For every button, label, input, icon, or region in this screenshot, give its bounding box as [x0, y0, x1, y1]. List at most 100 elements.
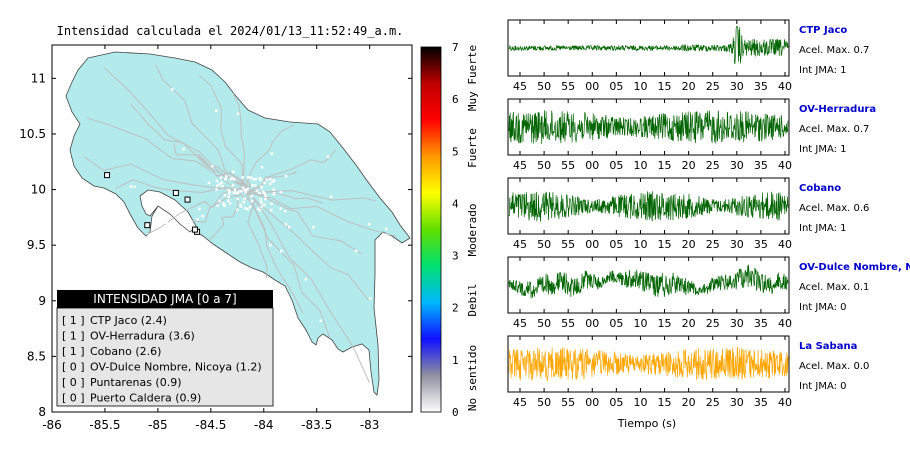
- town-dot: [262, 190, 265, 194]
- waveform-xtick-label: 10: [633, 317, 647, 330]
- town-dot: [227, 188, 230, 192]
- waveform-xtick-label: 40: [778, 80, 792, 93]
- waveform-xtick-label: 10: [633, 80, 647, 93]
- town-dot: [198, 207, 201, 211]
- colorbar-tick-label: 4: [452, 197, 459, 210]
- legend-title: INTENSIDAD JMA [0 a 7]: [93, 292, 236, 306]
- waveform-xtick-label: 15: [658, 238, 672, 251]
- town-dot: [232, 170, 235, 174]
- town-dot: [246, 188, 249, 191]
- waveform-xtick-label: 45: [513, 80, 527, 93]
- station-marker: [104, 172, 111, 179]
- colorbar-tick-label: 2: [452, 302, 459, 315]
- town-dot: [255, 189, 259, 192]
- waveform-acel-label: Acel. Max. 0.0: [799, 361, 869, 372]
- town-dot: [263, 181, 266, 185]
- town-dot: [225, 175, 228, 178]
- map-xtick-label: -86: [42, 418, 62, 432]
- waveform-xtick-label: 40: [778, 317, 792, 330]
- waveform-station-name: OV-Herradura: [799, 104, 876, 115]
- road-network: [83, 64, 397, 383]
- town-dot: [227, 195, 230, 198]
- colorbar-category-label: Muy Fuerte: [466, 45, 479, 111]
- waveform-panel: 45 50 55 00 05 10 15 20 25 30 35 40 OV-Dulce Nombre,…: [507, 256, 910, 330]
- town-dot: [272, 188, 276, 191]
- map-ytick-label: 11: [31, 71, 46, 85]
- road-line: [146, 184, 253, 235]
- colorbar-gradient: [420, 46, 442, 413]
- town-dot: [247, 176, 250, 179]
- road-line: [247, 189, 370, 383]
- town-dot: [170, 88, 174, 91]
- colorbar-ticks: 0 1 2 3 4 5 6 7: [452, 41, 459, 419]
- town-dot: [312, 225, 315, 229]
- town-dot: [231, 177, 235, 180]
- waveform-acel-label: Acel. Max. 0.1: [799, 282, 869, 293]
- town-dot: [326, 155, 330, 158]
- waveform-xtick-label: 20: [682, 317, 696, 330]
- town-dot: [236, 197, 240, 201]
- road-line: [209, 191, 242, 241]
- waveform-xtick-label: 30: [730, 396, 744, 409]
- legend-item-level: [ 0 ]: [62, 361, 85, 374]
- town-dot: [254, 184, 257, 187]
- waveform-xtick-label: 25: [706, 396, 720, 409]
- map-xtick-label: -84: [254, 418, 274, 432]
- legend-item-level: [ 1 ]: [62, 345, 85, 358]
- waveform-xtick-label: 15: [658, 159, 672, 172]
- station-marker: [172, 189, 179, 196]
- waveform-panel: 45 50 55 00 05 10 15 20 25 30 35 40 Cobano Acel. Max.…: [507, 177, 869, 251]
- town-dot: [369, 297, 372, 300]
- town-dot: [223, 204, 227, 207]
- town-dot: [233, 191, 237, 194]
- town-dot: [201, 214, 205, 218]
- road-line: [103, 67, 249, 187]
- town-dot: [224, 177, 227, 181]
- town-dot: [384, 227, 388, 231]
- waveform-int-label: Int JMA: 1: [799, 65, 847, 76]
- waveform-xtick-label: 35: [754, 238, 768, 251]
- town-dot: [248, 205, 252, 209]
- colorbar-category-label: Moderado: [466, 204, 479, 257]
- station-marker: [184, 196, 191, 203]
- waveform-int-label: Int JMA: 0: [799, 302, 847, 313]
- town-dot: [232, 191, 236, 194]
- road-line: [83, 156, 236, 191]
- costa-rica-land: [65, 51, 411, 396]
- road-line: [197, 155, 246, 185]
- waveform-xtick-label: 10: [633, 159, 647, 172]
- waveform-trace: [508, 110, 789, 145]
- map-ytick-label: 8: [38, 405, 46, 419]
- town-dot: [223, 194, 227, 197]
- town-dot: [250, 184, 254, 187]
- town-dot: [270, 208, 273, 212]
- waveform-xtick-label: 00: [585, 396, 599, 409]
- waveform-xtick-label: 55: [561, 317, 575, 330]
- town-dot: [221, 184, 224, 188]
- legend-body-bg: [56, 307, 274, 407]
- town-dot: [284, 223, 288, 226]
- waveform-xtick-label: 50: [537, 159, 551, 172]
- town-dot: [228, 202, 232, 205]
- gulf-of-nicoya: [139, 189, 197, 233]
- town-dot: [250, 199, 254, 203]
- town-dot: [265, 178, 269, 182]
- waveform-xtick-label: 15: [658, 396, 672, 409]
- town-dot: [283, 209, 287, 213]
- map-ytick-label: 10: [31, 183, 46, 197]
- waveform-trace: [508, 191, 789, 222]
- town-dot: [233, 188, 237, 191]
- town-dot: [258, 208, 262, 212]
- town-dot: [129, 185, 133, 188]
- town-dot: [260, 165, 264, 169]
- town-dot: [258, 191, 261, 195]
- waveform-xtick-label: 50: [537, 238, 551, 251]
- waveform-trace: [508, 264, 789, 299]
- waveform-xtick-label: 40: [778, 238, 792, 251]
- waveform-trace: [508, 25, 789, 65]
- road-line: [86, 117, 242, 193]
- waveform-panels: 45 50 55 00 05 10 15 20 25 30 35 40 CTP Jaco Acel. Ma…: [507, 19, 910, 409]
- waveform-panel: 45 50 55 00 05 10 15 20 25 30 35 40 CTP Jaco Acel. Ma…: [507, 19, 869, 93]
- waveform-xtick-label: 20: [682, 238, 696, 251]
- colorbar-category-label: Debil: [466, 283, 479, 316]
